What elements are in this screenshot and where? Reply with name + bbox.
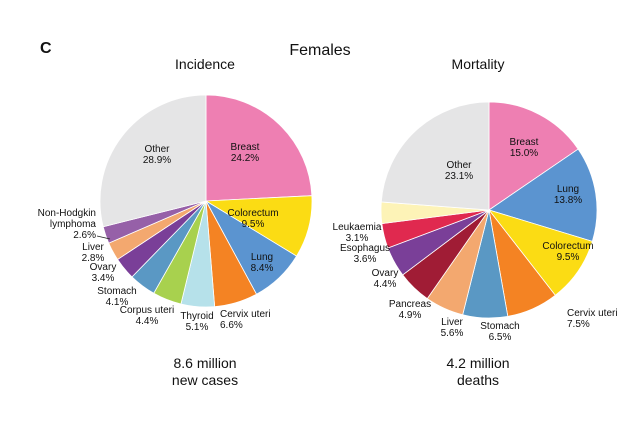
mortality-total-line1: 4.2 million (446, 355, 510, 371)
incidence-label-ovary: Ovary 3.4% (90, 262, 117, 284)
mortality-label-lung: Lung 13.8% (554, 184, 582, 206)
incidence-total-line2: new cases (171, 372, 239, 388)
mortality-total-line2: deaths (456, 372, 500, 388)
incidence-slice-other (99, 94, 207, 228)
incidence-label-colorectum: Colorectum 9.5% (227, 208, 278, 230)
incidence-slice-breast (205, 94, 313, 202)
mortality-label-pancreas: Pancreas 4.9% (389, 299, 431, 321)
incidence-leader-non-hodgkin-lymphoma (96, 235, 111, 240)
mortality-slice-other (380, 101, 490, 211)
incidence-label-breast: Breast 24.2% (231, 142, 260, 164)
incidence-label-lung: Lung 8.4% (251, 252, 274, 274)
mortality-label-stomach: Stomach 6.5% (480, 321, 519, 343)
mortality-label-cervix-uteri: Cervix uteri 7.5% (567, 308, 618, 330)
mortality-label-liver: Liver 5.6% (441, 317, 464, 339)
mortality-label-breast: Breast 15.0% (510, 137, 539, 159)
incidence-label-non-hodgkin-lymphoma: Non-Hodgkin lymphoma 2.6% (38, 208, 97, 241)
incidence-label-corpus-uteri: Corpus uteri 4.4% (120, 305, 174, 327)
mortality-pie: Breast 15.0% Lung 13.8% Colorectum 9.5% Cervix… (333, 101, 618, 343)
incidence-label-thyroid: Thyroid 5.1% (180, 311, 213, 333)
incidence-total: 8.6 million new cases (105, 355, 305, 389)
mortality-label-other: Other 23.1% (445, 160, 473, 182)
incidence-pie: Breast 24.2% Colorectum 9.5% Lung 8.4% Cervix … (38, 94, 313, 333)
mortality-label-colorectum: Colorectum 9.5% (542, 241, 593, 263)
mortality-total: 4.2 million deaths (378, 355, 578, 389)
incidence-total-line1: 8.6 million (173, 355, 237, 371)
mortality-slice-lung (488, 148, 598, 242)
incidence-label-liver: Liver 2.8% (82, 242, 105, 264)
mortality-chart-title: Mortality (451, 56, 505, 72)
mortality-label-leukaemia: Leukaemia 3.1% (333, 222, 382, 244)
incidence-chart-title: Incidence (175, 56, 235, 72)
mortality-label-esophagus: Esophagus 3.6% (340, 243, 390, 265)
mortality-label-ovary: Ovary 4.4% (372, 268, 399, 290)
incidence-label-stomach: Stomach 4.1% (97, 286, 136, 308)
mortality-slice-breast (488, 101, 579, 211)
incidence-label-other: Other 28.9% (143, 144, 171, 166)
incidence-label-cervix-uteri: Cervix uteri 6.6% (220, 309, 271, 331)
panel-letter: C (40, 40, 52, 57)
figure-title: Females (289, 42, 351, 59)
